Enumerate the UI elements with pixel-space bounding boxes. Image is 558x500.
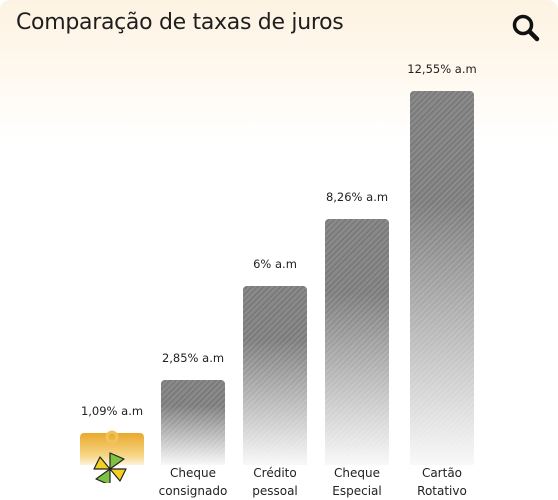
category-label: Cartão Rotativo — [417, 466, 467, 498]
pinwheel-icon — [93, 430, 127, 483]
bar — [80, 430, 144, 483]
value-label: 1,09% a.m — [80, 403, 144, 418]
search-button[interactable] — [510, 12, 542, 44]
bar — [161, 380, 225, 465]
category-label: Cheque consignado — [158, 466, 228, 498]
category-label: Crédito pessoal — [252, 466, 298, 498]
value-label: 8,26% a.m — [325, 189, 389, 204]
chart-title: Comparação de taxas de juros — [16, 10, 344, 35]
value-label: 12,55% a.m — [407, 62, 477, 76]
value-label: 6% a.m — [253, 257, 297, 272]
value-label: 2,85% a.m — [161, 351, 225, 366]
bar — [243, 286, 307, 465]
bar — [410, 91, 474, 465]
category-label: Cheque Especial — [332, 466, 382, 498]
bar — [325, 218, 389, 465]
